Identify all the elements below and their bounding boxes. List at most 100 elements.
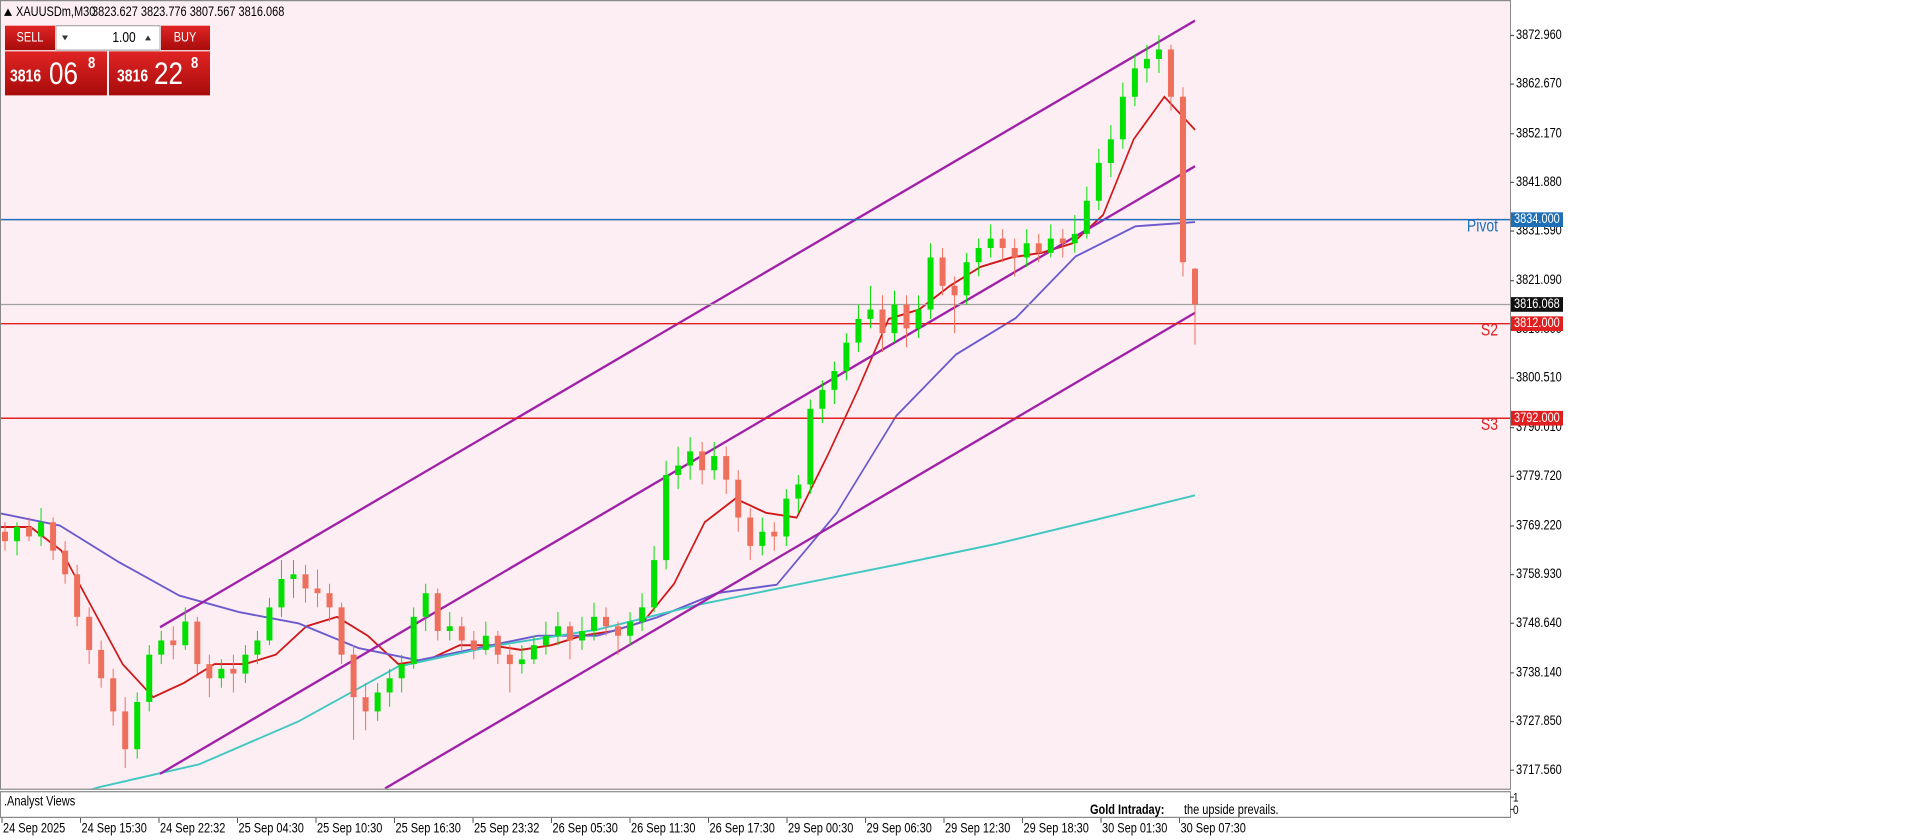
ask-big: 3816 xyxy=(117,67,148,86)
candle-body xyxy=(1083,200,1090,234)
candle-body xyxy=(350,654,357,698)
candle-body xyxy=(194,621,201,665)
candle-body xyxy=(590,616,597,632)
y-tick-label: 3779.720 xyxy=(1516,468,1562,483)
candle-body xyxy=(134,701,141,750)
x-tick-label: 29 Sep 06:30 xyxy=(867,821,932,836)
candle-body xyxy=(1167,49,1174,97)
candle-body xyxy=(915,309,922,329)
symbol-title: XAUUSDm,M30 xyxy=(16,4,95,19)
candle-body xyxy=(735,479,742,518)
lot-value: 1.00 xyxy=(112,29,135,45)
candle-body xyxy=(230,668,237,674)
subwindow-text: the upside prevails. xyxy=(1184,802,1279,817)
candle-body xyxy=(578,631,585,641)
candle-body xyxy=(242,654,249,674)
candle-body xyxy=(747,517,754,546)
candle-body xyxy=(711,456,718,471)
x-tick-label: 25 Sep 04:30 xyxy=(239,821,304,836)
candle-body xyxy=(963,262,970,296)
y-tick-label: 3769.220 xyxy=(1516,517,1562,532)
candle-body xyxy=(1095,162,1102,201)
lot-input[interactable] xyxy=(55,25,161,51)
x-tick-label: 30 Sep 01:30 xyxy=(1102,821,1167,836)
sub-tick-label: 0 xyxy=(1513,804,1519,817)
candle-body xyxy=(170,640,177,646)
candle-body xyxy=(470,640,477,650)
y-tick-label: 3852.170 xyxy=(1516,125,1562,140)
x-tick-label: 26 Sep 17:30 xyxy=(710,821,775,836)
candle-body xyxy=(446,626,453,632)
candle-body xyxy=(482,635,489,650)
candle-body xyxy=(819,389,826,409)
current-price-label: 3816.068 xyxy=(1514,296,1560,311)
bid-big: 3816 xyxy=(10,67,41,86)
lot-up[interactable] xyxy=(145,35,151,41)
bid-box[interactable] xyxy=(5,51,107,96)
plot-background xyxy=(0,0,1510,789)
level-price-box xyxy=(1511,410,1563,426)
x-tick-label: 29 Sep 12:30 xyxy=(945,821,1010,836)
y-tick-label: 3821.090 xyxy=(1516,272,1562,287)
candle-body xyxy=(723,456,730,480)
channel-line xyxy=(384,311,1196,789)
candle-body xyxy=(891,304,898,334)
candle-body xyxy=(699,451,706,471)
candle-body xyxy=(1059,238,1066,244)
candle-body xyxy=(182,621,189,646)
candle-body xyxy=(266,607,273,641)
level-price-box xyxy=(1511,316,1563,332)
candle-body xyxy=(879,309,886,334)
candle-body xyxy=(146,654,153,702)
candle-body xyxy=(771,531,778,537)
y-tick-label: 3738.140 xyxy=(1516,664,1562,679)
y-tick-label: 3841.880 xyxy=(1516,174,1562,189)
candle-body xyxy=(434,593,441,632)
candle-body xyxy=(110,678,117,712)
level-price-box xyxy=(1511,212,1563,228)
candle-body xyxy=(807,408,814,485)
y-tick-label: 3862.670 xyxy=(1516,76,1562,91)
candle-body xyxy=(759,531,766,546)
subwindow-heading: Gold Intraday: xyxy=(1090,802,1164,817)
x-tick-label: 25 Sep 16:30 xyxy=(396,821,461,836)
lot-down[interactable] xyxy=(62,35,68,41)
x-tick-label: 29 Sep 18:30 xyxy=(1024,821,1089,836)
bid-fraction: 8 xyxy=(88,55,95,73)
sell-label: SELL xyxy=(17,29,44,44)
buy-button[interactable] xyxy=(161,25,210,51)
candle-body xyxy=(302,574,309,589)
candle-body xyxy=(506,654,513,665)
ask-box[interactable] xyxy=(109,51,210,96)
moving-average xyxy=(0,95,1196,699)
y-tick-label: 3872.960 xyxy=(1516,27,1562,42)
candle-body xyxy=(374,692,381,712)
candle-body xyxy=(398,664,405,679)
plot-area xyxy=(0,19,1510,789)
collapse-icon[interactable] xyxy=(4,8,12,16)
candle-body xyxy=(1192,268,1198,305)
candle-body xyxy=(783,498,790,537)
sell-button[interactable] xyxy=(5,25,55,51)
candle-body xyxy=(62,550,69,575)
y-tick-label: 3717.560 xyxy=(1516,762,1562,777)
candle-body xyxy=(951,285,958,296)
candle-body xyxy=(542,635,549,646)
candle-body xyxy=(554,626,561,636)
candle-body xyxy=(603,616,610,627)
level-name: S2 xyxy=(1481,321,1498,340)
candle-body xyxy=(98,649,105,679)
candle-body xyxy=(314,588,321,594)
candle-body xyxy=(1155,49,1162,59)
candle-body xyxy=(218,668,225,679)
candle-body xyxy=(530,645,537,660)
candle-body xyxy=(458,626,465,641)
candle-body xyxy=(855,318,862,343)
candle-body xyxy=(206,664,213,679)
ask-pips: 22 xyxy=(154,57,183,92)
subwindow-title: .Analyst Views xyxy=(4,794,75,809)
x-tick-label: 24 Sep 22:32 xyxy=(160,821,225,836)
candle-body xyxy=(927,257,934,310)
candle-body xyxy=(338,607,345,655)
